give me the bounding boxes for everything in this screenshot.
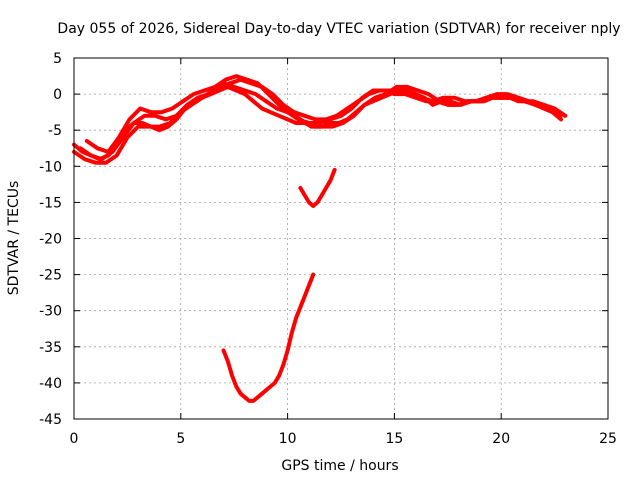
chart-title: Day 055 of 2026, Sidereal Day-to-day VTE… xyxy=(57,21,620,37)
x-tick-labels: 0 5 10 15 20 25 xyxy=(70,431,617,447)
series-line-deep-arc xyxy=(221,272,316,403)
x-tick-label: 10 xyxy=(279,431,297,447)
y-tick-label: -15 xyxy=(39,195,62,211)
y-tick-label: -40 xyxy=(39,376,62,392)
x-tick-label: 25 xyxy=(599,431,617,447)
y-tick-label: -35 xyxy=(39,340,62,356)
x-axis-title: GPS time / hours xyxy=(281,458,398,474)
y-tick-label: -25 xyxy=(39,268,62,284)
y-tick-label: 0 xyxy=(53,87,62,103)
y-tick-labels: 5 0 -5 -10 -15 -20 -25 -30 -35 -40 -45 xyxy=(39,51,62,428)
x-tick-label: 15 xyxy=(385,431,403,447)
series-line-track-3 xyxy=(84,74,559,154)
series-line-track-2 xyxy=(78,77,563,162)
y-tick-label: -5 xyxy=(48,123,62,139)
y-tick-label: -10 xyxy=(39,159,62,175)
y-tick-label: -45 xyxy=(39,412,62,428)
y-tick-label: -30 xyxy=(39,304,62,320)
y-axis-title: SDTVAR / TECUs xyxy=(6,181,22,296)
x-tick-label: 0 xyxy=(70,431,79,447)
series-line-track-4 xyxy=(72,84,563,162)
series-line-short-arc xyxy=(298,167,337,208)
x-tick-label: 20 xyxy=(492,431,510,447)
grid xyxy=(74,58,608,419)
series-layer xyxy=(72,74,568,403)
y-tick-label: -20 xyxy=(39,232,62,248)
y-tick-label: 5 xyxy=(53,51,62,67)
x-tick-label: 5 xyxy=(176,431,185,447)
ticks xyxy=(73,57,609,420)
